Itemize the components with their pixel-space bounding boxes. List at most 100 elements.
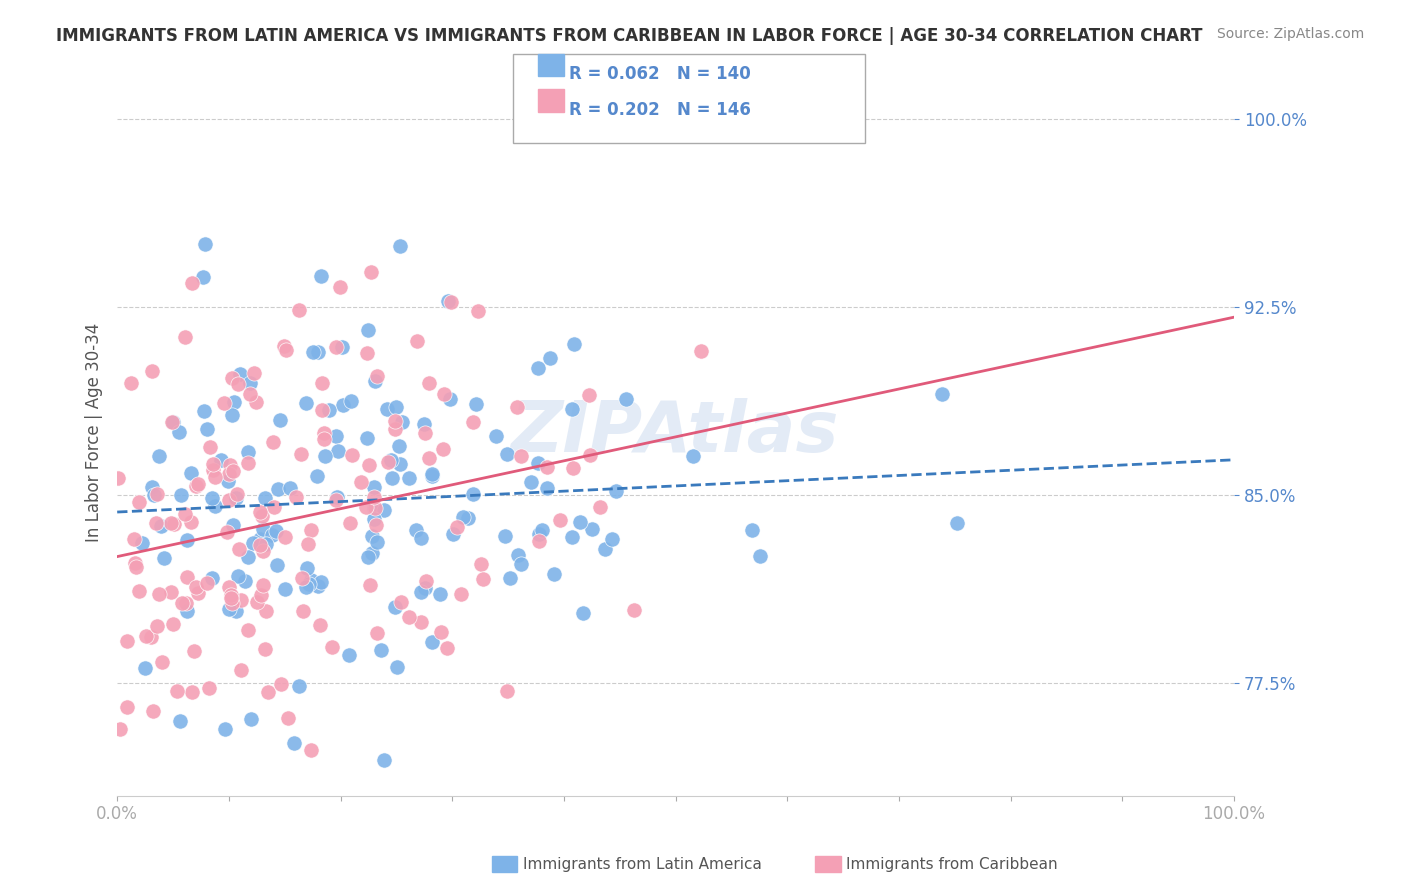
Point <box>309 574 332 589</box>
Point <box>193 403 215 417</box>
Point <box>398 471 420 485</box>
Point <box>366 626 388 640</box>
Point <box>529 527 551 541</box>
Point <box>356 550 378 565</box>
Point <box>170 488 193 502</box>
Point <box>239 376 262 390</box>
Point <box>198 440 221 454</box>
Point <box>325 340 347 354</box>
Point <box>413 417 436 432</box>
Point <box>373 753 395 767</box>
Point <box>409 615 432 629</box>
Point <box>181 684 204 698</box>
Point <box>363 500 385 515</box>
Point <box>295 561 318 575</box>
Point <box>221 596 243 610</box>
Point <box>149 518 172 533</box>
Point <box>339 393 361 408</box>
Point <box>228 541 250 556</box>
Point <box>291 571 314 585</box>
Point <box>290 447 312 461</box>
Point <box>236 550 259 565</box>
Point <box>115 633 138 648</box>
Point <box>418 376 440 390</box>
Point <box>312 432 335 446</box>
Point <box>298 576 321 591</box>
Point <box>307 469 329 483</box>
Point <box>246 595 269 609</box>
Point <box>373 503 395 517</box>
Point <box>254 642 277 657</box>
Point <box>222 395 245 409</box>
Point <box>162 415 184 429</box>
Point <box>218 601 240 615</box>
Point <box>538 351 561 365</box>
Point <box>588 500 610 514</box>
Point <box>457 511 479 525</box>
Text: ZIPAtlas: ZIPAtlas <box>512 398 839 467</box>
Point <box>506 548 529 562</box>
Point <box>274 343 297 357</box>
Point <box>329 280 352 294</box>
Point <box>562 461 585 475</box>
Point <box>326 444 349 458</box>
Point <box>366 369 388 384</box>
Point <box>159 516 181 530</box>
Point <box>299 574 322 588</box>
Point <box>202 457 225 471</box>
Point <box>499 571 522 585</box>
Text: Source: ZipAtlas.com: Source: ZipAtlas.com <box>1216 27 1364 41</box>
Point <box>160 415 183 429</box>
Point <box>495 683 517 698</box>
Point <box>391 415 413 429</box>
Point <box>124 532 146 546</box>
Point <box>194 236 217 251</box>
Point <box>309 269 332 284</box>
Point <box>131 536 153 550</box>
Point <box>384 414 406 428</box>
Point <box>311 403 333 417</box>
Point <box>388 439 411 453</box>
Point <box>337 648 360 662</box>
Point <box>593 541 616 556</box>
Point <box>308 618 330 632</box>
Point <box>245 394 267 409</box>
Point <box>292 604 315 618</box>
Point <box>172 596 194 610</box>
Point <box>148 587 170 601</box>
Point <box>191 270 214 285</box>
Point <box>433 387 456 401</box>
Point <box>236 445 259 459</box>
Point <box>326 490 349 504</box>
Point <box>167 425 190 439</box>
Text: R = 0.062   N = 140: R = 0.062 N = 140 <box>569 65 751 83</box>
Point <box>749 549 772 563</box>
Point <box>238 456 260 470</box>
Point <box>135 629 157 643</box>
Point <box>506 400 529 414</box>
Point <box>370 642 392 657</box>
Point <box>270 677 292 691</box>
Point <box>134 661 156 675</box>
Point <box>233 574 256 588</box>
Point <box>162 616 184 631</box>
Point <box>356 323 378 337</box>
Point <box>254 604 277 618</box>
Point <box>389 239 412 253</box>
Point <box>264 524 287 538</box>
Point <box>187 585 209 599</box>
Point <box>450 586 472 600</box>
Point <box>420 634 443 648</box>
Point <box>174 596 197 610</box>
Point <box>531 523 554 537</box>
Point <box>299 743 322 757</box>
Point <box>221 371 243 385</box>
Point <box>441 527 464 541</box>
Point <box>385 660 408 674</box>
Point <box>257 685 280 699</box>
Point <box>139 630 162 644</box>
Point <box>314 426 336 441</box>
Point <box>263 500 285 514</box>
Point <box>250 508 273 523</box>
Point <box>159 584 181 599</box>
